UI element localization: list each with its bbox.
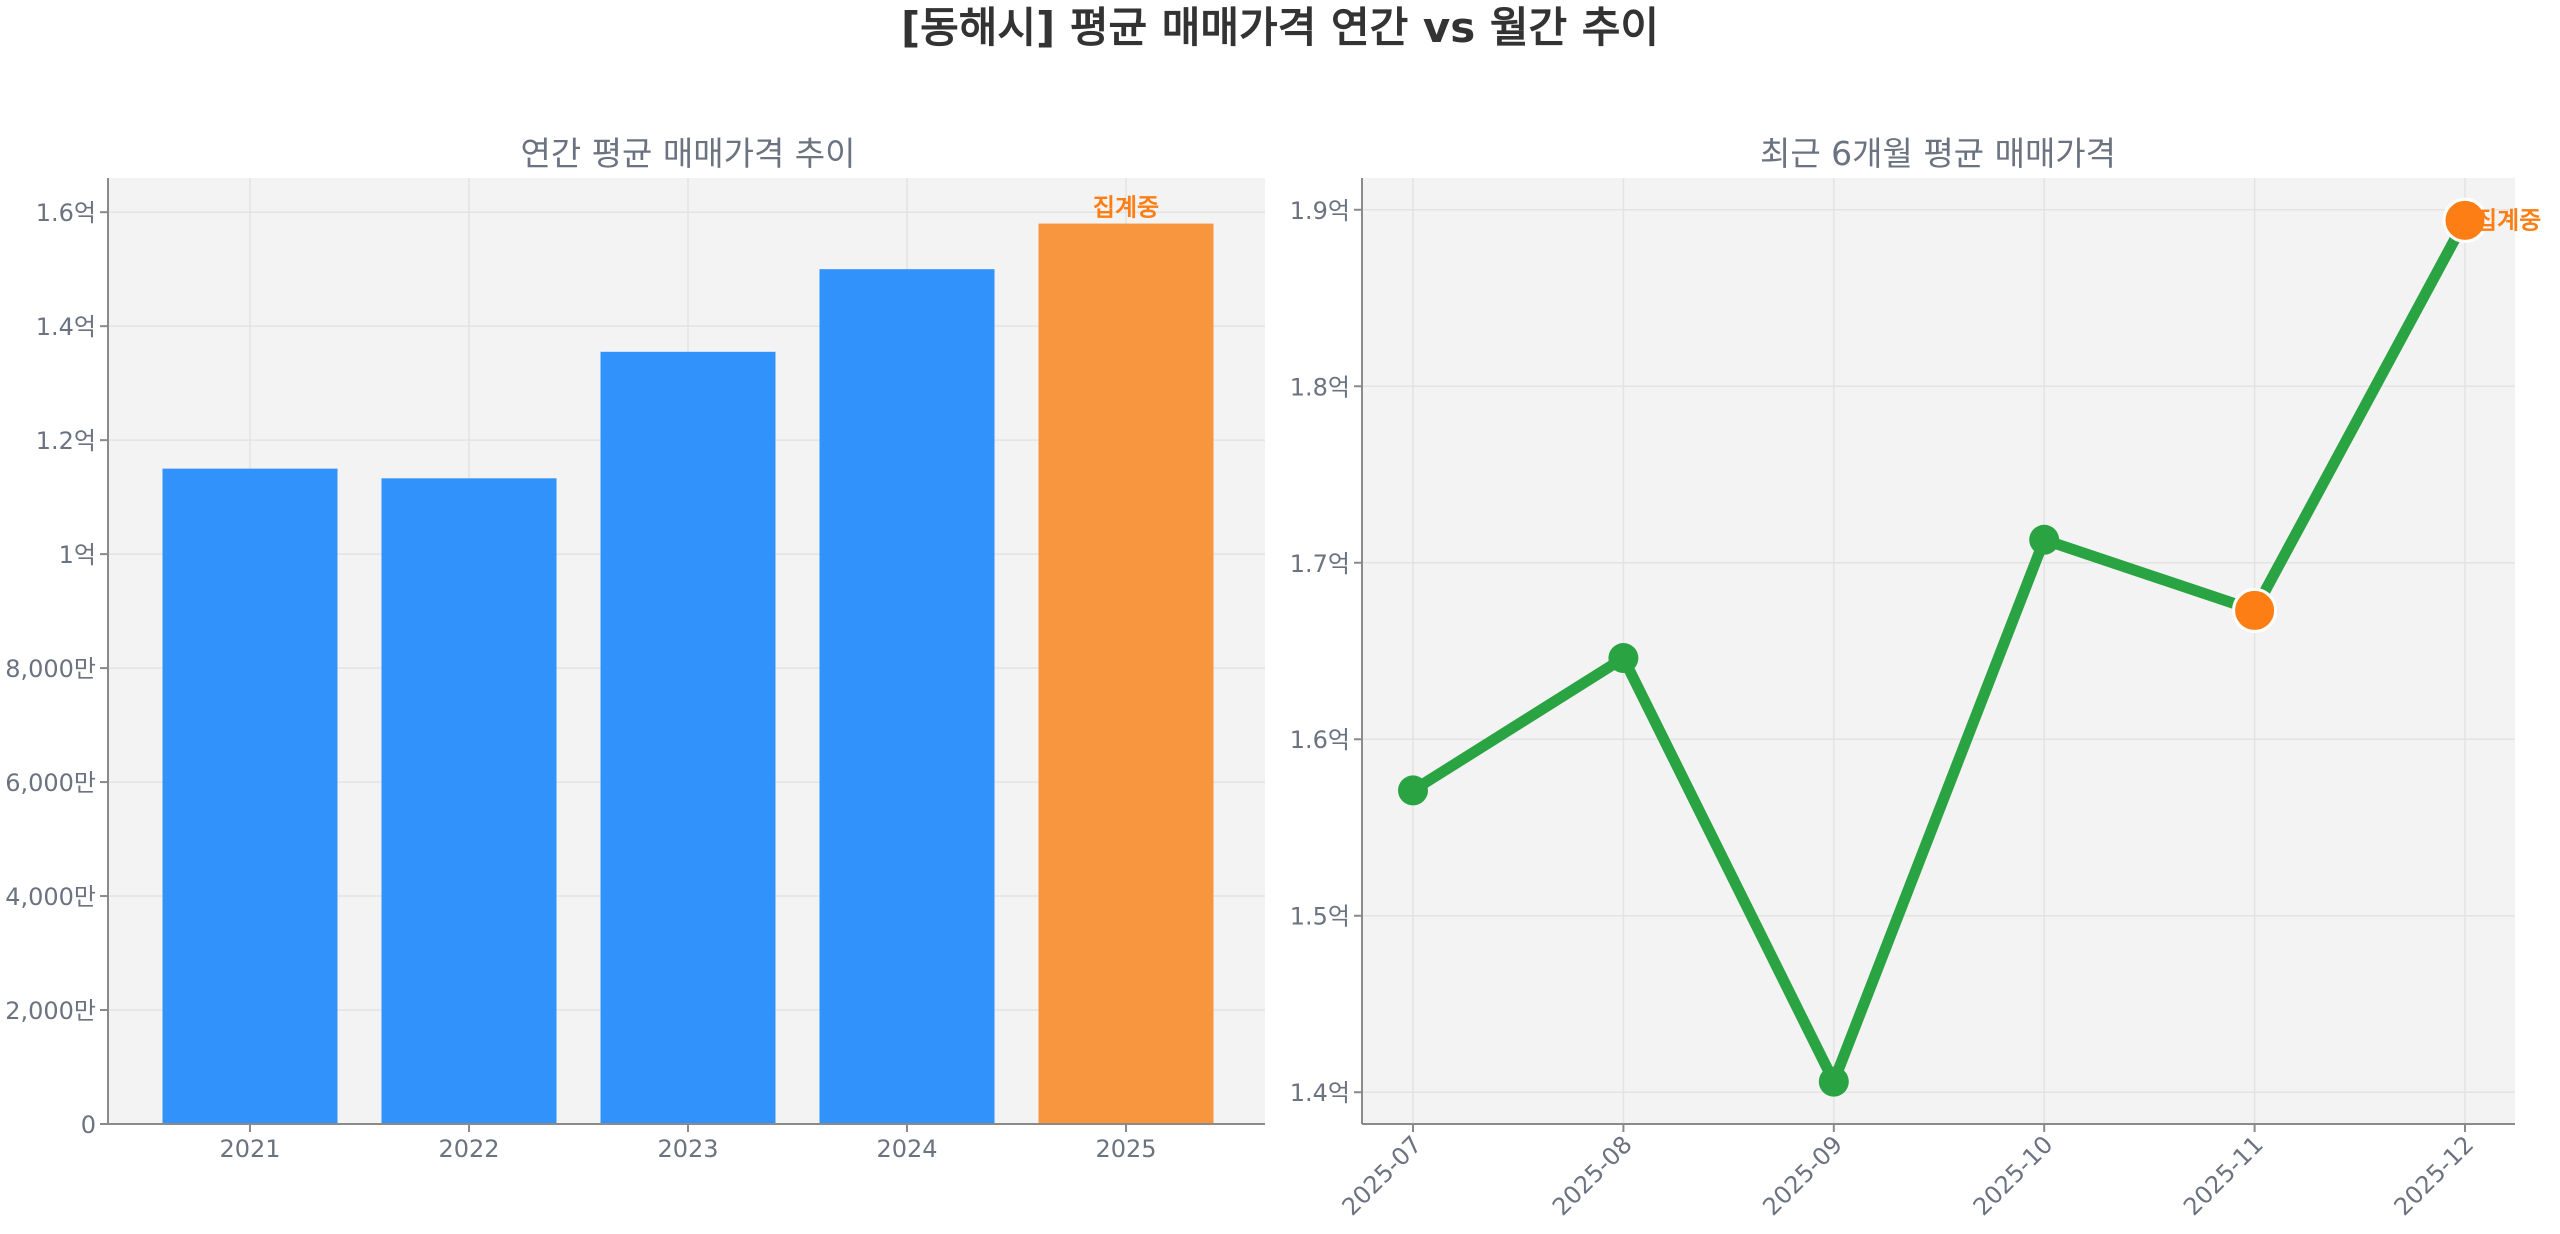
- annual-bars: [162, 223, 1214, 1125]
- annual-y-tick-label: 0: [81, 1111, 96, 1139]
- monthly-point-2025-12: [2442, 197, 2488, 243]
- annual-bar-2022: [381, 478, 557, 1124]
- annual-y-tick-label: 2,000만: [5, 997, 96, 1025]
- monthly-x-tick-label: 2025-09: [1757, 1130, 1848, 1221]
- monthly-x-tick-label: 2025-08: [1547, 1130, 1638, 1221]
- annual-x-tick-label: 2023: [657, 1135, 718, 1163]
- annual-y-tick-label: 1.4억: [36, 313, 96, 341]
- monthly-x-tick-label: 2025-07: [1337, 1130, 1428, 1221]
- monthly-point-2025-10: [2029, 524, 2060, 555]
- annual-y-tick-label: 1.6억: [36, 199, 96, 227]
- annual-x-tick-label: 2024: [876, 1135, 937, 1163]
- annual-y-tick-label: 1억: [59, 541, 96, 569]
- monthly-plot-area: [1362, 178, 2515, 1124]
- monthly-point-2025-09: [1818, 1066, 1849, 1097]
- monthly-pending-label: 집계중: [2475, 206, 2541, 234]
- monthly-x-tick-label: 2025-10: [1968, 1130, 2059, 1221]
- annual-y-tick-label: 1.2억: [36, 427, 96, 455]
- annual-bar-chart: 02,000만4,000만6,000만8,000만1억1.2억1.4억1.6억 …: [5, 134, 1265, 1163]
- annual-bar-2023: [600, 351, 776, 1125]
- annual-bar-2025: [1038, 223, 1214, 1125]
- monthly-y-tick-label: 1.9억: [1290, 197, 1350, 225]
- monthly-point-2025-07: [1398, 775, 1428, 806]
- annual-y-tick-label: 4,000만: [5, 883, 96, 911]
- monthly-y-tick-label: 1.6억: [1290, 726, 1350, 754]
- monthly-y-tick-label: 1.8억: [1290, 373, 1350, 401]
- monthly-line-chart: 1.4억1.5억1.6억1.7억1.8억1.9억 2025-07 2025-08 2…: [1290, 134, 2542, 1221]
- figure-title: [동해시] 평균 매매가격 연간 vs 월간 추이: [901, 3, 1659, 52]
- monthly-price-line: [1407, 214, 2471, 1088]
- monthly-y-tick-label: 1.7억: [1290, 550, 1350, 578]
- annual-y-tick-label: 8,000만: [5, 655, 96, 683]
- annual-x-ticks: 2021 2022 2023 2024 2025: [219, 1124, 1157, 1163]
- monthly-x-ticks: 2025-07 2025-08 2025-09 2025-10 2025-11 2025-…: [1337, 1124, 2480, 1221]
- annual-x-tick-label: 2022: [438, 1135, 499, 1163]
- monthly-point-2025-08: [1608, 643, 1639, 674]
- monthly-x-tick-label: 2025-12: [2389, 1130, 2480, 1221]
- monthly-point-2025-11: [2232, 587, 2278, 633]
- annual-bar-2024: [819, 269, 995, 1124]
- monthly-y-ticks: 1.4억 1.5억 1.6억 1.7억 1.8억 1.9억: [1290, 197, 1362, 1107]
- annual-y-ticks: 0 2,000만 4,000만 6,000만 8,000만 1억 1.2억 1.4억 1.6억: [5, 199, 108, 1139]
- monthly-x-tick-label: 2025-11: [2178, 1130, 2269, 1221]
- annual-chart-title: 연간 평균 매매가격 추이: [520, 134, 855, 173]
- monthly-chart-title: 최근 6개월 평균 매매가격: [1760, 134, 2116, 173]
- monthly-y-tick-label: 1.4억: [1290, 1079, 1350, 1107]
- annual-x-tick-label: 2021: [219, 1135, 280, 1163]
- monthly-y-tick-label: 1.5억: [1290, 903, 1350, 931]
- annual-x-tick-label: 2025: [1095, 1135, 1156, 1163]
- annual-pending-label: 집계중: [1093, 194, 1159, 222]
- monthly-price-points: [1398, 197, 2488, 1097]
- annual-y-tick-label: 6,000만: [5, 769, 96, 797]
- annual-bar-2021: [162, 468, 338, 1124]
- monthly-gridlines: [1362, 178, 2515, 1124]
